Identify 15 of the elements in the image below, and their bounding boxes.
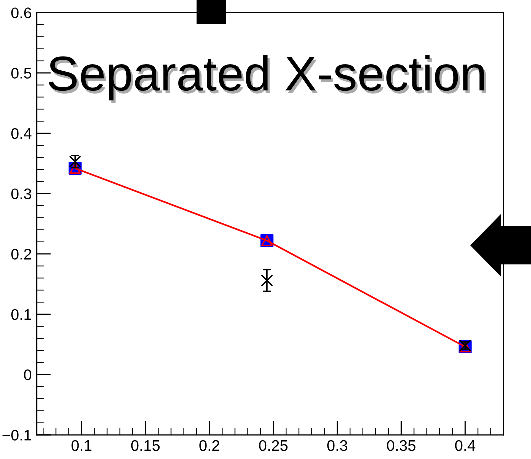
y-tick-label: 0.2 (12, 249, 32, 260)
y-tick-label: 0.3 (12, 188, 32, 200)
y-tick-label: 0.1 (12, 309, 32, 320)
x-tick-label: 0.15 (131, 440, 160, 452)
x-tick-label: 0.2 (200, 440, 220, 452)
x-tick-label: 0.35 (387, 440, 416, 452)
y-tick-label: 0.5 (12, 68, 32, 79)
x-tick-label: 0.4 (455, 440, 476, 452)
y-tick-label: 0 (24, 370, 32, 380)
x-tick-label: 0.3 (328, 440, 348, 452)
y-tick-label: −0.1 (2, 430, 32, 441)
x-tick-label: 0.1 (72, 440, 92, 452)
y-tick-label: 0.4 (12, 128, 32, 140)
x-tick-label: 0.25 (259, 440, 288, 452)
y-tick-label: 0.6 (12, 8, 32, 19)
